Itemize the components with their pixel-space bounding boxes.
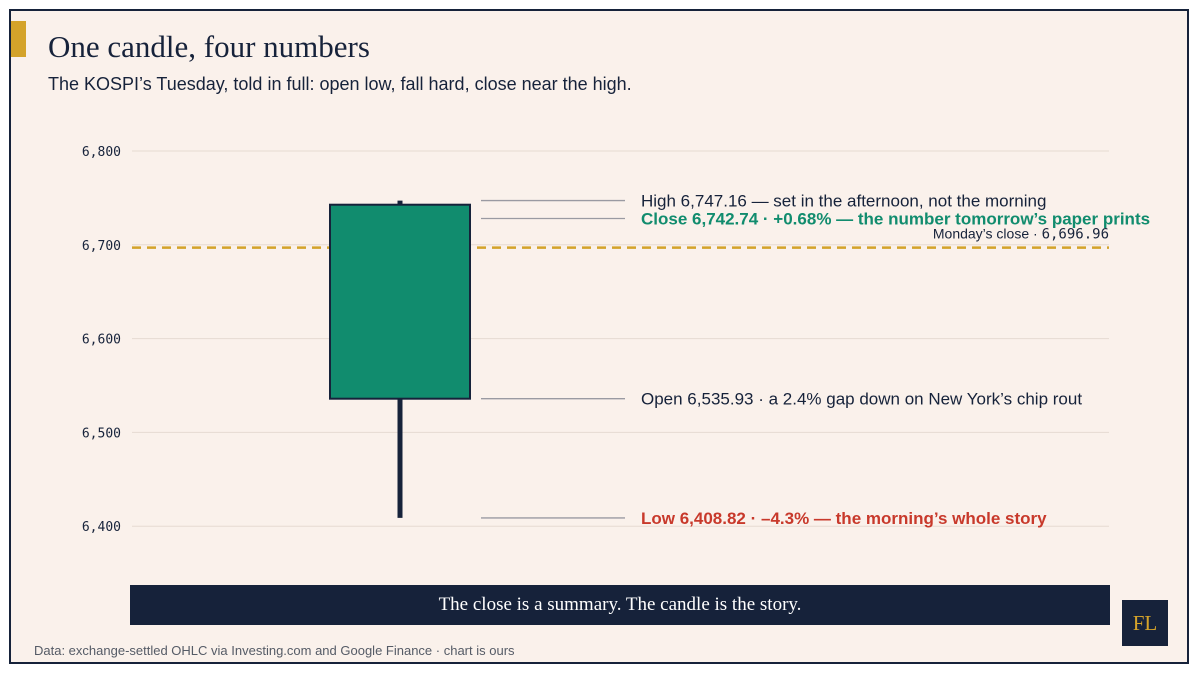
reference-line-label: Monday’s close · 6,696.96 — [933, 226, 1109, 243]
y-tick-label: 6,500 — [82, 426, 121, 441]
grid-lines — [132, 150, 1109, 527]
candlestick-chart: 6,800 6,700 6,600 6,500 6,400 Monday’s close… — [82, 145, 1150, 535]
y-tick-label: 6,400 — [82, 520, 121, 535]
y-tick-label: 6,800 — [82, 145, 121, 160]
annotation-high: High 6,747.16 — set in the afternoon, no… — [641, 192, 1046, 211]
y-tick-label: 6,700 — [82, 239, 121, 254]
annotation-open: Open 6,535.93 · a 2.4% gap down on New Y… — [641, 390, 1082, 409]
y-axis-ticks: 6,800 6,700 6,600 6,500 6,400 — [82, 145, 121, 535]
chart-card: One candle, four numbers The KOSPI’s Tue… — [9, 9, 1189, 664]
annotations: High 6,747.16 — set in the afternoon, no… — [481, 192, 1150, 528]
chart-subtitle: The KOSPI’s Tuesday, told in full: open … — [48, 74, 632, 94]
annotation-close: Close 6,742.74 · +0.68% — the number tom… — [641, 210, 1150, 229]
chart-title: One candle, four numbers — [48, 29, 370, 64]
source-note: Data: exchange-settled OHLC via Investin… — [34, 643, 515, 658]
candle-group — [329, 200, 471, 518]
candle-body — [329, 203, 471, 400]
annotation-low: Low 6,408.82 · –4.3% — the morning’s who… — [641, 509, 1047, 528]
publisher-logo: FL — [1122, 600, 1168, 646]
accent-bar — [11, 21, 26, 57]
takeaway-banner: The close is a summary. The candle is th… — [130, 585, 1110, 625]
y-tick-label: 6,600 — [82, 333, 121, 348]
reference-line-group: Monday’s close · 6,696.96 — [132, 226, 1109, 249]
